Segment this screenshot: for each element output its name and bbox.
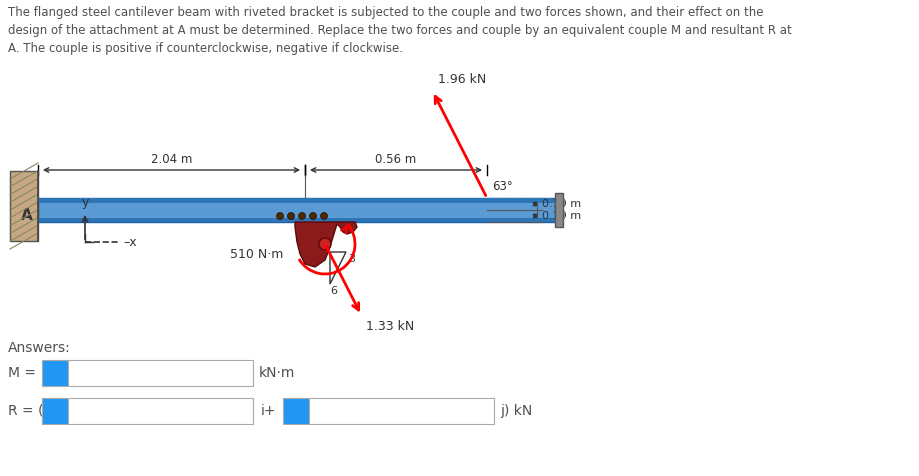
- Text: 510 N·m: 510 N·m: [230, 248, 283, 260]
- Text: 6: 6: [331, 286, 337, 296]
- Text: y: y: [81, 196, 89, 209]
- Bar: [68, 398, 253, 424]
- Text: i: i: [53, 405, 57, 417]
- Bar: [42, 398, 68, 424]
- Text: –x: –x: [123, 236, 137, 248]
- Bar: [38, 198, 555, 222]
- Text: 1.96 kN: 1.96 kN: [437, 73, 486, 86]
- Bar: [38, 198, 555, 203]
- Text: i: i: [53, 367, 57, 379]
- Circle shape: [319, 238, 331, 250]
- Bar: [42, 360, 68, 386]
- Text: 0.19 m: 0.19 m: [542, 211, 581, 221]
- Circle shape: [277, 212, 283, 219]
- Text: i+: i+: [261, 404, 277, 418]
- Text: M =: M =: [8, 366, 36, 380]
- Text: 3: 3: [348, 254, 355, 264]
- Text: Answers:: Answers:: [8, 341, 71, 355]
- Text: A: A: [21, 208, 33, 222]
- Circle shape: [288, 212, 294, 219]
- Polygon shape: [295, 222, 357, 267]
- Bar: [68, 360, 253, 386]
- Text: 0.56 m: 0.56 m: [375, 153, 416, 166]
- Bar: [309, 398, 494, 424]
- Text: kN·m: kN·m: [259, 366, 295, 380]
- Text: j) kN: j) kN: [500, 404, 532, 418]
- Bar: [555, 193, 563, 227]
- Circle shape: [310, 212, 316, 219]
- Bar: [38, 218, 555, 222]
- Text: 0.19 m: 0.19 m: [542, 199, 581, 209]
- Text: The flanged steel cantilever beam with riveted bracket is subjected to the coupl: The flanged steel cantilever beam with r…: [8, 6, 792, 55]
- Bar: [283, 398, 309, 424]
- Circle shape: [299, 212, 305, 219]
- Text: 1.33 kN: 1.33 kN: [367, 320, 414, 333]
- Circle shape: [321, 212, 327, 219]
- Bar: [10, 171, 38, 241]
- Text: i: i: [294, 405, 298, 417]
- Text: 63°: 63°: [492, 180, 513, 193]
- Text: 2.04 m: 2.04 m: [151, 153, 192, 166]
- Text: R = (: R = (: [8, 404, 43, 418]
